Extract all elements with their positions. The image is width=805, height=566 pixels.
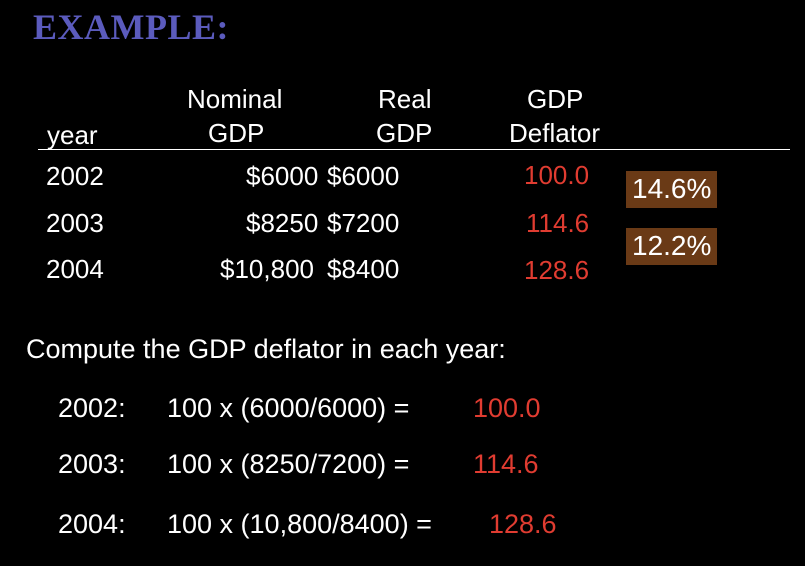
header-real-line1: Real (378, 84, 432, 114)
calc-result-2004: 128.6 (489, 509, 557, 539)
row-real-2002: $6000 (327, 161, 400, 191)
row-nominal-2003: $8250 (246, 208, 319, 238)
slide-title: EXAMPLE: (33, 7, 229, 47)
calc-result-2002: 100.0 (473, 393, 541, 423)
calc-year-2004: 2004: (58, 509, 126, 539)
growth-badge-2003: 14.6% (626, 171, 718, 208)
row-nominal-2004: $10,800 (220, 254, 314, 284)
header-nominal-line1: Nominal (187, 84, 283, 114)
row-deflator-2003: 114.6 (526, 208, 590, 238)
calc-year-2003: 2003: (58, 449, 126, 479)
header-divider (38, 149, 790, 150)
calc-result-2003: 114.6 (473, 449, 539, 479)
row-year-2002: 2002 (46, 161, 104, 191)
header-real-line2: GDP (376, 118, 433, 148)
row-deflator-2002: 100.0 (524, 160, 590, 190)
calc-formula-2003: 100 x (8250/7200) = (167, 449, 410, 479)
compute-prompt: Compute the GDP deflator in each year: (26, 334, 506, 364)
row-real-2004: $8400 (327, 254, 400, 284)
calc-year-2002: 2002: (58, 393, 126, 423)
row-real-2003: $7200 (327, 208, 400, 238)
header-deflator-line2: Deflator (509, 118, 601, 148)
growth-badge-2004: 12.2% (626, 228, 718, 265)
header-nominal-line2: GDP (208, 118, 265, 148)
header-deflator-line1: GDP (527, 84, 584, 114)
row-year-2003: 2003 (46, 208, 104, 238)
row-nominal-2002: $6000 (246, 161, 319, 191)
calc-formula-2004: 100 x (10,800/8400) = (167, 509, 432, 539)
header-year: year (47, 120, 98, 150)
row-year-2004: 2004 (46, 254, 104, 284)
row-deflator-2004: 128.6 (524, 255, 590, 285)
calc-formula-2002: 100 x (6000/6000) = (167, 393, 410, 423)
